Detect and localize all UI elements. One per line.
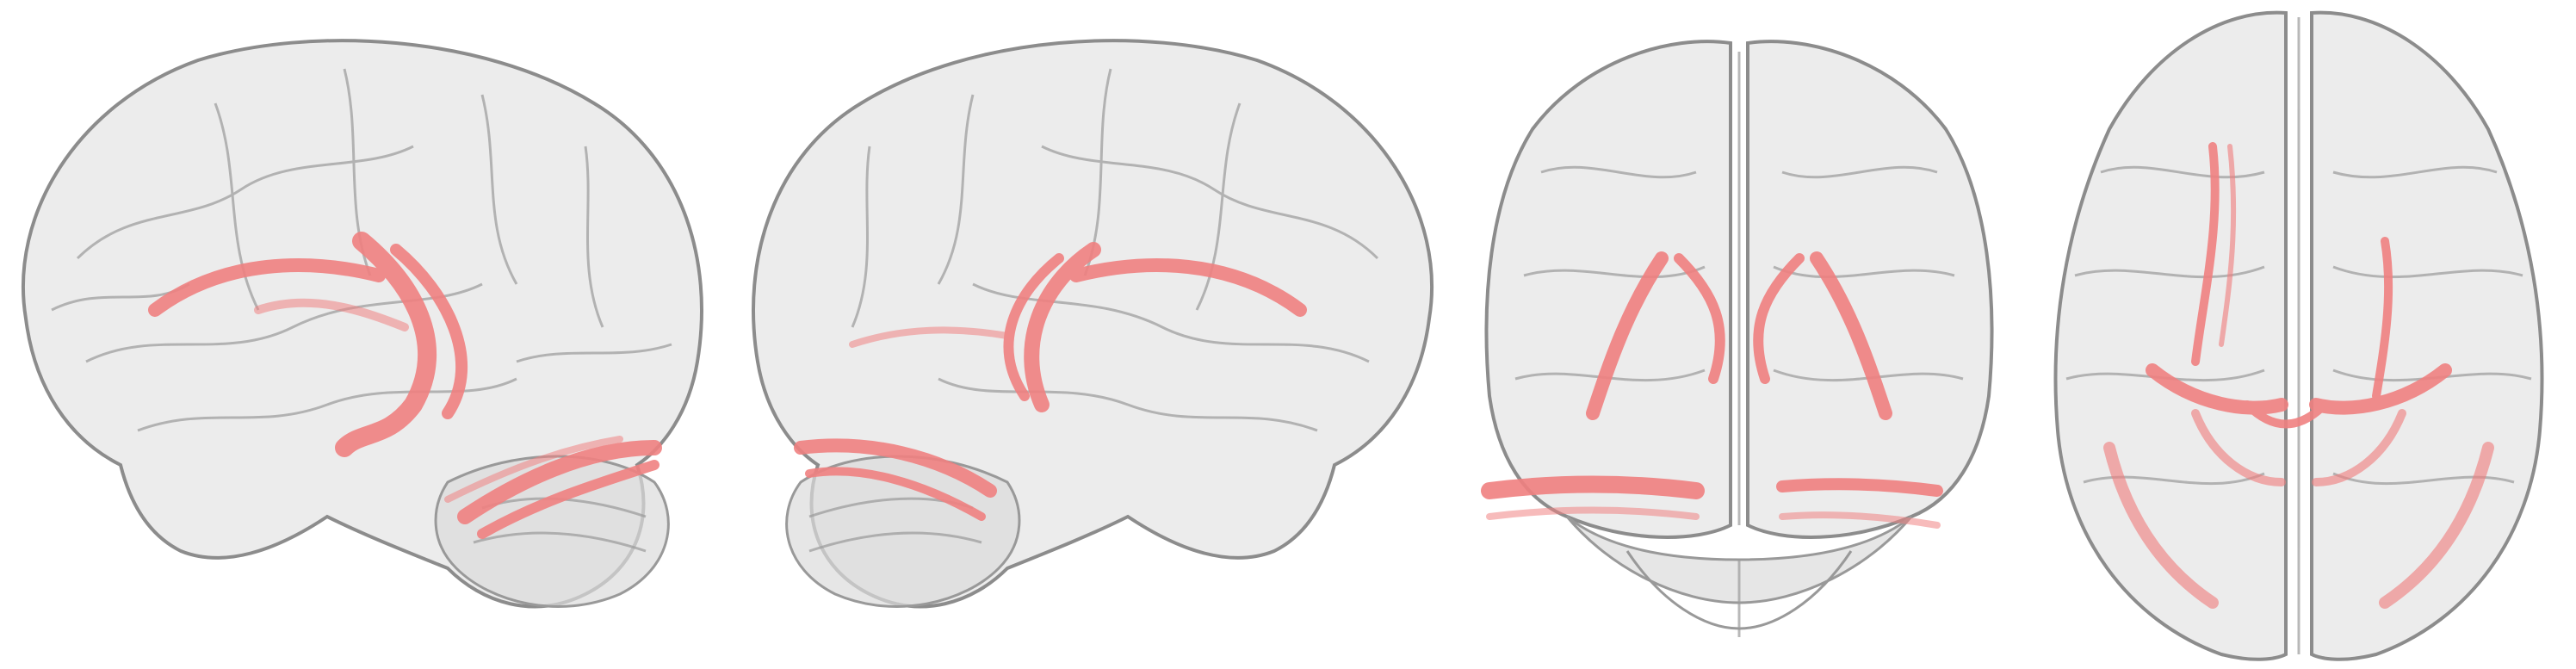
- view-posterior: [1455, 0, 2023, 669]
- brain-surface: [752, 39, 1434, 609]
- brain-surface: [21, 39, 703, 609]
- brain-posterior: [1481, 40, 1994, 637]
- brain-surface: [1484, 40, 1994, 637]
- fiber-tracts: [2103, 142, 2494, 609]
- brain-right-lateral: [752, 39, 1434, 609]
- brain-left-lateral: [21, 39, 703, 609]
- view-superior: [2023, 0, 2576, 669]
- view-left-lateral: [0, 0, 723, 669]
- fiber-tracts: [1481, 251, 1943, 529]
- view-right-lateral: [732, 0, 1455, 669]
- brain-superior: [2053, 10, 2544, 661]
- fiber-tracts: [794, 242, 1307, 521]
- brain-surface: [2053, 10, 2544, 661]
- fiber-tracts: [148, 232, 662, 539]
